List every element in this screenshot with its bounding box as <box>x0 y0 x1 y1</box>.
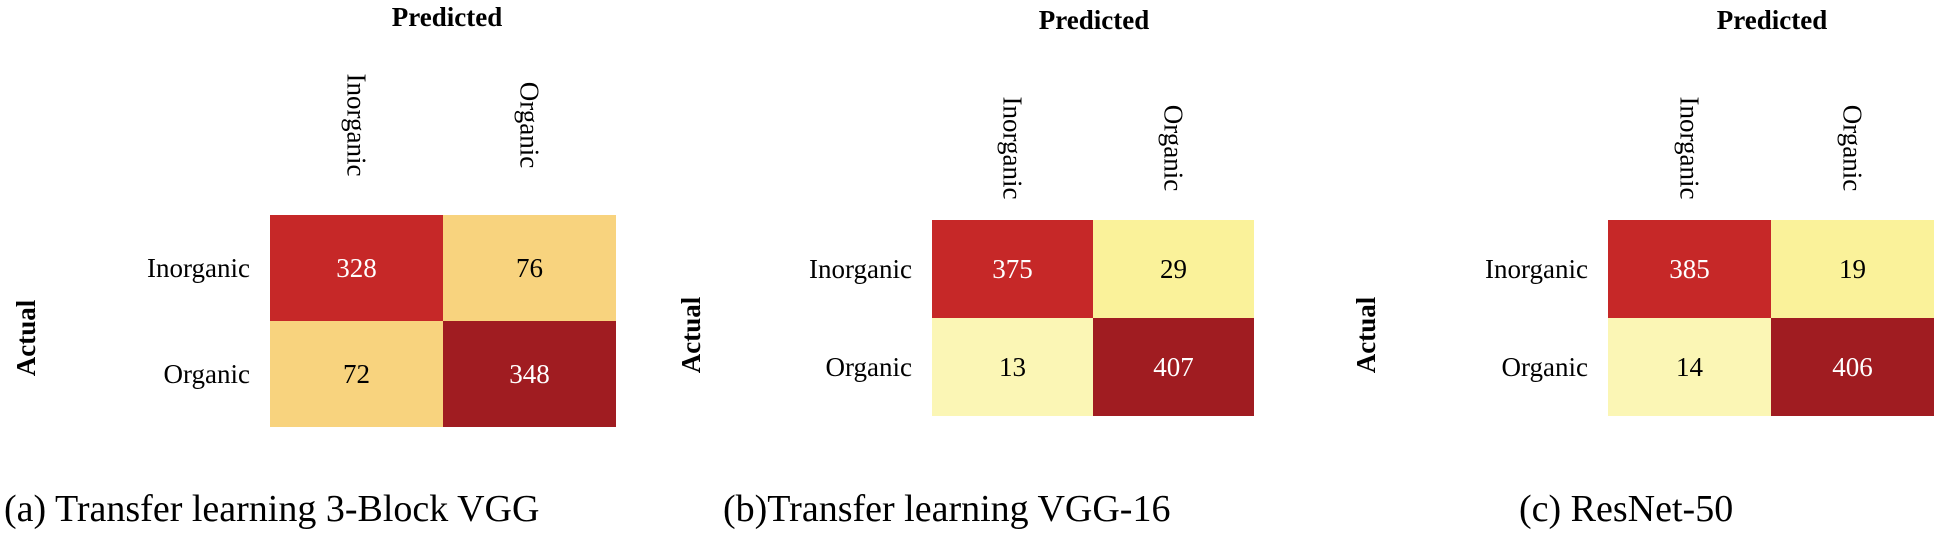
panel-3-ylabel: Actual <box>1351 296 1381 373</box>
panel-2-cell-r1-c1 <box>1093 318 1254 416</box>
panel-2-cell-value-r0-c1: 29 <box>1160 254 1187 284</box>
panel-1-cell-r1-c1 <box>443 321 616 427</box>
panel-1-cell-r0-c1 <box>443 215 616 321</box>
panel-2-cell-value-r0-c0: 375 <box>992 254 1033 284</box>
panel-3-cell-r1-c1 <box>1771 318 1934 416</box>
panel-1-cell-r1-c0 <box>270 321 443 427</box>
panel-2-cell-value-r1-c0: 13 <box>999 352 1026 382</box>
panel-3-caption: (c) ResNet-50 <box>1519 488 1733 530</box>
panel-3-cell-value-r0-c0: 385 <box>1669 254 1710 284</box>
panel-2-cell-r0-c0 <box>932 220 1093 318</box>
panel-3-col-label-inorganic: Inorganic <box>1675 97 1705 200</box>
panel-3-cell-r1-c0 <box>1608 318 1771 416</box>
panel-2-row-label-organic: Organic <box>826 352 912 382</box>
panel-1-col-label-organic: Organic <box>515 82 545 168</box>
panel-1-cell-value-r0-c0: 328 <box>336 253 377 283</box>
panel-1-ylabel: Actual <box>11 299 41 376</box>
panel-1-col-label-inorganic: Inorganic <box>342 74 372 177</box>
panel-3-cell-r0-c0 <box>1608 220 1771 318</box>
panel-3-row-label-organic: Organic <box>1502 352 1588 382</box>
panel-3-cell-value-r1-c0: 14 <box>1676 352 1704 382</box>
panel-2-row-label-inorganic: Inorganic <box>809 254 912 284</box>
panel-1-cell-value-r1-c0: 72 <box>343 359 370 389</box>
panel-3-cell-value-r0-c1: 19 <box>1839 254 1866 284</box>
panel-3-col-label-organic: Organic <box>1838 105 1868 191</box>
panel-2-xlabel: Predicted <box>1039 5 1149 35</box>
panel-3-xlabel: Predicted <box>1717 5 1827 35</box>
panel-2-cell-value-r1-c1: 407 <box>1153 352 1194 382</box>
panel-2-col-label-organic: Organic <box>1159 105 1189 191</box>
panel-2-cell-r1-c0 <box>932 318 1093 416</box>
panel-2-ylabel: Actual <box>676 296 706 373</box>
panel-1-xlabel: Predicted <box>392 2 502 32</box>
panel-3-cell-r0-c1 <box>1771 220 1934 318</box>
panel-1-row-label-organic: Organic <box>164 359 250 389</box>
panel-1-cell-r0-c0 <box>270 215 443 321</box>
panel-2-col-label-inorganic: Inorganic <box>998 97 1028 200</box>
panel-3-row-label-inorganic: Inorganic <box>1485 254 1588 284</box>
panel-2-cell-r0-c1 <box>1093 220 1254 318</box>
panel-3-cell-value-r1-c1: 406 <box>1832 352 1873 382</box>
panel-1-row-label-inorganic: Inorganic <box>147 253 250 283</box>
panel-1-caption: (a) Transfer learning 3-Block VGG <box>4 488 539 530</box>
panel-1-cell-value-r0-c1: 76 <box>516 253 543 283</box>
panel-1-cell-value-r1-c1: 348 <box>509 359 550 389</box>
panel-2-caption: (b)Transfer learning VGG-16 <box>723 488 1170 530</box>
